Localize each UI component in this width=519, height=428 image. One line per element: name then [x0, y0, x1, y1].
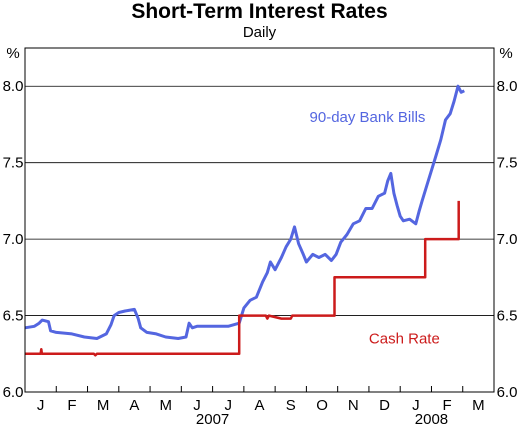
x-tick-label: F: [67, 397, 76, 414]
series-line: [25, 200, 460, 357]
y-unit-right: %: [499, 45, 512, 62]
x-tick-label: J: [412, 397, 420, 414]
x-tick-label: M: [472, 397, 485, 414]
y-unit-left: %: [6, 45, 19, 62]
x-tick-label: J: [193, 397, 201, 414]
x-tick-label: A: [254, 397, 264, 414]
x-year-label: 2008: [415, 411, 448, 428]
x-tick-label: N: [348, 397, 359, 414]
x-tick-label: A: [129, 397, 139, 414]
x-tick-label: J: [224, 397, 232, 414]
series-line: [24, 84, 465, 340]
y-tick-label-right: 6.5: [497, 308, 518, 325]
chart-title: Short-Term Interest Rates: [131, 0, 387, 23]
y-tick-label-left: 7.5: [3, 155, 24, 172]
x-tick-label: M: [97, 397, 110, 414]
x-tick-label: F: [443, 397, 452, 414]
plot-frame: [24, 47, 495, 393]
y-tick-label-right: 8.0: [497, 78, 518, 95]
label-layer: 6.0 6.0 6.5 6.5 7.0 7.0 7.5 7.5 8.0 8.0 J F M A M J J A S O…: [3, 78, 518, 428]
x-tick-label: D: [379, 397, 390, 414]
chart-subtitle: Daily: [243, 24, 277, 41]
x-year-label: 2007: [196, 411, 229, 428]
x-tick-label: S: [286, 397, 296, 414]
y-tick-label-left: 8.0: [3, 78, 24, 95]
y-tick-label-right: 7.5: [497, 155, 518, 172]
x-tick-label: O: [316, 397, 328, 414]
series-layer: [24, 84, 465, 357]
y-tick-label-left: 7.0: [3, 231, 24, 248]
y-tick-label-left: 6.5: [3, 308, 24, 325]
axis-layer: [24, 47, 495, 393]
y-tick-label-right: 7.0: [497, 231, 518, 248]
y-tick-label-left: 6.0: [3, 384, 24, 401]
x-tick-label: J: [37, 397, 45, 414]
y-tick-label-right: 6.0: [497, 384, 518, 401]
series-label: Cash Rate: [369, 330, 440, 347]
series-label: 90-day Bank Bills: [310, 109, 426, 126]
x-tick-label: M: [159, 397, 172, 414]
